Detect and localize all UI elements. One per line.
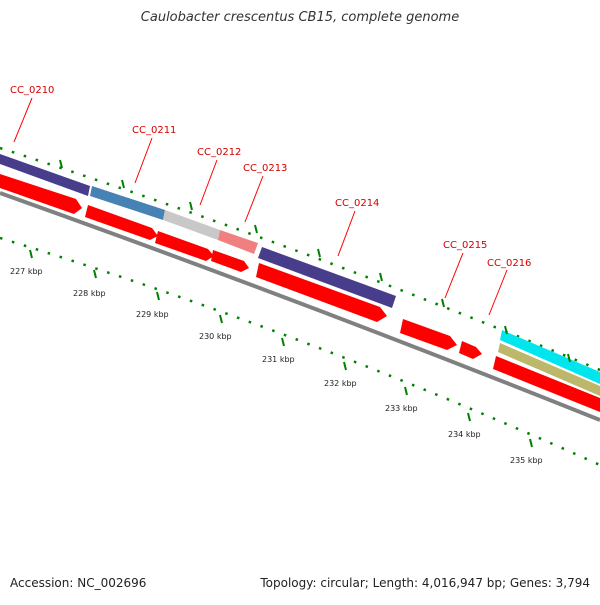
kbp-tick: 233 kbp bbox=[385, 386, 418, 413]
gene-feature-khaki[interactable] bbox=[498, 343, 600, 396]
tick-row-inner bbox=[0, 236, 600, 467]
cds-cc0212[interactable] bbox=[155, 231, 214, 261]
gene-label-group[interactable]: CC_0214 bbox=[335, 198, 379, 257]
outer-major-ticks bbox=[59, 159, 571, 363]
cds-cc0215[interactable] bbox=[400, 319, 457, 350]
gene-label-group[interactable]: CC_0211 bbox=[132, 125, 176, 184]
kbp-tick-label: 235 kbp bbox=[510, 456, 543, 465]
gene-feature-cc0212[interactable] bbox=[163, 210, 220, 240]
accession-text: Accession: NC_002696 bbox=[10, 576, 147, 590]
kbp-tick-label: 233 kbp bbox=[385, 404, 418, 413]
gene-label: CC_0214 bbox=[335, 198, 379, 209]
kbp-tick: 235 kbp bbox=[510, 438, 543, 465]
gene-feature-cc0213[interactable] bbox=[218, 230, 258, 254]
kbp-tick-label: 231 kbp bbox=[262, 355, 295, 364]
genome-summary-text: Topology: circular; Length: 4,016,947 bp… bbox=[260, 576, 590, 590]
kbp-tick-label: 230 kbp bbox=[199, 332, 232, 341]
gene-label-group[interactable]: CC_0212 bbox=[197, 147, 241, 206]
gene-label-group[interactable]: CC_0215 bbox=[443, 240, 487, 299]
gene-label: CC_0212 bbox=[197, 147, 241, 158]
gene-feature-cc0214[interactable] bbox=[258, 247, 396, 308]
cds-cc0213[interactable] bbox=[211, 250, 249, 272]
kbp-tick: 229 kbp bbox=[136, 291, 169, 319]
kbp-tick: 230 kbp bbox=[199, 314, 232, 341]
gene-label: CC_0215 bbox=[443, 240, 487, 251]
gene-label: CC_0213 bbox=[243, 163, 287, 174]
kbp-tick: 227 kbp bbox=[10, 249, 43, 276]
tick-row-outer bbox=[0, 146, 600, 372]
gene-feature-cc0210[interactable] bbox=[0, 154, 90, 196]
gene-label-group[interactable]: CC_0210 bbox=[10, 85, 54, 143]
kbp-ticks: 227 kbp 228 kbp 229 kbp 230 kbp 231 kbp … bbox=[10, 249, 543, 465]
gene-label: CC_0211 bbox=[132, 125, 176, 136]
cds-features bbox=[0, 174, 600, 412]
kbp-tick: 232 kbp bbox=[324, 361, 357, 388]
kbp-tick-label: 232 kbp bbox=[324, 379, 357, 388]
gene-feature-cyan[interactable] bbox=[500, 330, 600, 384]
gene-label-group[interactable]: CC_0216 bbox=[487, 258, 531, 316]
kbp-tick: 228 kbp bbox=[73, 269, 106, 298]
gene-feature-cc0211[interactable] bbox=[90, 186, 165, 220]
cds-cc0214[interactable] bbox=[256, 263, 387, 322]
kbp-tick-label: 227 kbp bbox=[10, 267, 43, 276]
gene-labels: CC_0210 CC_0211 CC_0212 CC_0213 CC_0214 … bbox=[10, 85, 531, 316]
kbp-tick-label: 229 kbp bbox=[136, 310, 169, 319]
kbp-tick-label: 234 kbp bbox=[448, 430, 481, 439]
gene-label: CC_0210 bbox=[10, 85, 54, 96]
cds-cc0211[interactable] bbox=[85, 205, 158, 240]
kbp-tick: 234 kbp bbox=[448, 412, 481, 439]
genome-backbone bbox=[0, 191, 600, 422]
gene-label-group[interactable]: CC_0213 bbox=[243, 163, 287, 223]
kbp-tick-label: 228 kbp bbox=[73, 289, 106, 298]
map-title: Caulobacter crescentus CB15, complete ge… bbox=[140, 10, 460, 25]
cds-cc0216a[interactable] bbox=[459, 341, 482, 359]
cds-cc0216b[interactable] bbox=[493, 356, 600, 412]
gene-label: CC_0216 bbox=[487, 258, 531, 269]
kbp-tick: 231 kbp bbox=[262, 337, 295, 364]
gene-features bbox=[0, 154, 600, 396]
cds-cc0210[interactable] bbox=[0, 174, 82, 214]
